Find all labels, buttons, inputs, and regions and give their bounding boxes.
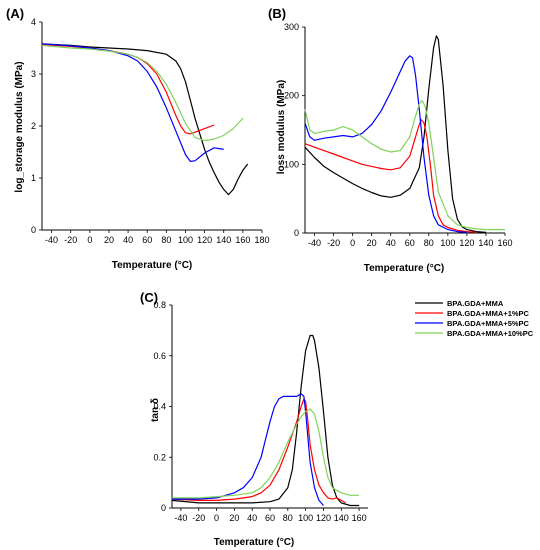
panel-a-x-tick-label: 180 [254,235,269,245]
panel-c-x-tick-label: 100 [298,513,313,523]
panel-a-x-axis-label: Temperature (°C) [112,260,193,271]
panel-c-series-bpa-gda-mma-5pc [172,393,324,506]
panel-a-series-bpa-gda-mma-5pc [41,43,224,162]
panel-c-x-tick-label: 0 [214,513,219,523]
panel-a-y-axis-label: log_storage modulus (MPa) [14,61,25,192]
panel-c-x-tick-label: 120 [316,513,331,523]
panel-c-y-tick-label: 0 [161,503,166,513]
panel-b-y-tick-label: 300 [284,22,299,32]
panel-b-x-tick-label: 100 [440,238,455,248]
panel-b-x-axis-label: Temperature (°C) [364,263,445,274]
panel-c-series-bpa-gda-mma-10pc [172,408,360,499]
panel-a-x-tick-label: 0 [87,235,92,245]
panel-c-x-tick-label: 60 [265,513,275,523]
panel-a-y-tick-label: 2 [31,121,36,131]
panel-b-series-bpa-gda-mma-10pc [304,99,505,231]
panel-a-x-tick-label: 140 [216,235,231,245]
panel-a-x-tick-label: -20 [64,235,77,245]
panel-b-x-tick-label: -40 [308,238,321,248]
legend: BPA.GDA+MMABPA.GDA+MMA+1%PCBPA.GDA+MMA+5… [415,299,534,338]
panel-a-series-bpa-gda-mma [41,43,249,196]
legend-label-bpa-gda-mma-1pc: BPA.GDA+MMA+1%PC [447,309,530,318]
panel-b-x-tick-label: 20 [367,238,377,248]
panel-b-series-bpa-gda-mma-5pc [304,55,467,233]
panel-b-y-tick-label: 0 [294,228,299,238]
panel-c-y-axis-label: tan δ [150,398,161,422]
panel-c-x-tick-label: 80 [283,513,293,523]
panel-c-y-tick-label: 0.8 [153,300,166,310]
panel-b-label: (B) [268,6,286,21]
panel-b-series-bpa-gda-mma [304,35,487,233]
panel-a: (A) Temperature (°C) log_storage modulus… [6,6,270,271]
panel-c-x-tick-label: -20 [192,513,205,523]
panel-a-x-tick-label: 100 [178,235,193,245]
panel-c-series-bpa-gda-mma [171,334,360,507]
panel-c-x-axis-label: Temperature (°C) [214,537,295,548]
panel-c-y-tick-label: 0.6 [153,351,166,361]
panel-c-x-tick-label: 160 [352,513,367,523]
panel-c-x-tick-label: -40 [174,513,187,523]
panel-a-y-tick-label: 3 [31,69,36,79]
panel-c-x-tick-label: 140 [334,513,349,523]
panel-a-series-bpa-gda-mma-10pc [41,44,244,142]
panel-a-x-tick-label: 20 [104,235,114,245]
panel-b-x-tick-label: 60 [405,238,415,248]
panel-b: (B) Temperature (°C) loss modulus (MPa) … [268,6,513,274]
panel-b-y-tick-label: 200 [284,91,299,101]
panel-a-x-tick-label: 60 [142,235,152,245]
panel-b-x-tick-label: 0 [350,238,355,248]
panel-c-series-bpa-gda-mma-1pc [171,398,346,504]
panel-b-x-tick-label: 140 [478,238,493,248]
panel-a-series-bpa-gda-mma-1pc [41,43,215,135]
panel-b-y-axis-label: loss modulus (MPa) [276,80,287,174]
panel-a-x-tick-label: 80 [161,235,171,245]
panel-b-x-tick-label: 40 [386,238,396,248]
panel-a-y-tick-label: 0 [31,225,36,235]
panel-a-y-tick-label: 4 [31,17,36,27]
legend-label-bpa-gda-mma: BPA.GDA+MMA [447,299,504,308]
panel-c-y-tick-label: 0.4 [153,402,166,412]
panel-b-x-tick-label: 160 [497,238,512,248]
panel-a-x-tick-label: 160 [235,235,250,245]
panel-c-x-tick-label: 40 [247,513,257,523]
panel-b-x-tick-label: -20 [327,238,340,248]
legend-label-bpa-gda-mma-5pc: BPA.GDA+MMA+5%PC [447,319,530,328]
panel-a-y-tick-label: 1 [31,173,36,183]
panel-b-y-tick-label: 100 [284,159,299,169]
panel-a-x-tick-label: -40 [45,235,58,245]
panel-c: (C) Temperature (°C) tan δ BPA.GDA+MMABP… [140,290,534,548]
legend-label-bpa-gda-mma-10pc: BPA.GDA+MMA+10%PC [447,329,534,338]
panel-c-x-tick-label: 20 [229,513,239,523]
panel-a-label: (A) [6,6,24,21]
panel-c-label: (C) [140,290,158,305]
panel-c-y-tick-label: 0.2 [153,452,166,462]
panel-b-series-bpa-gda-mma-1pc [304,119,477,233]
panel-a-x-tick-label: 120 [197,235,212,245]
panel-b-x-tick-label: 80 [424,238,434,248]
panel-a-x-tick-label: 40 [123,235,133,245]
panel-b-x-tick-label: 120 [459,238,474,248]
